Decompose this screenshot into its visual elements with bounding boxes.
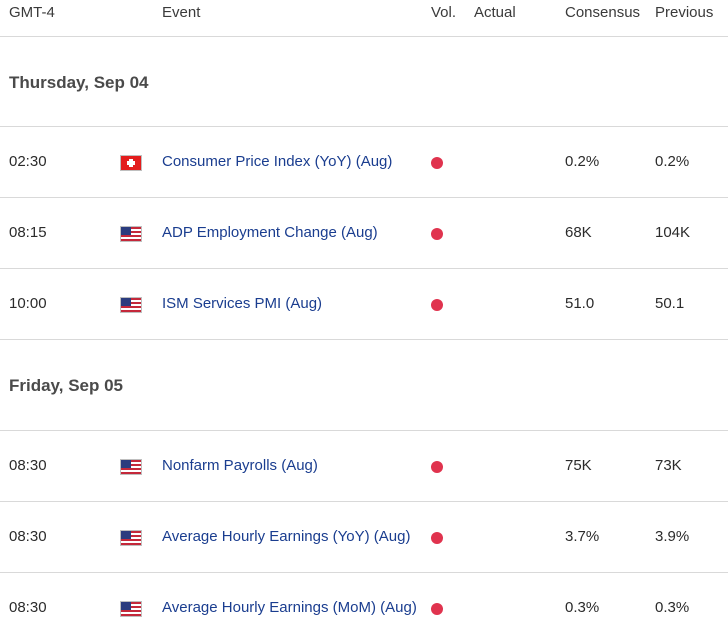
event-previous: 50.1 bbox=[655, 295, 685, 312]
us-flag-icon bbox=[120, 297, 142, 313]
event-name[interactable]: ISM Services PMI (Aug) bbox=[162, 295, 323, 312]
event-previous: 73K bbox=[655, 457, 682, 474]
event-row[interactable]: 08:30 Average Hourly Earnings (MoM) (Aug… bbox=[0, 573, 728, 643]
high-volatility-icon bbox=[431, 461, 443, 473]
event-previous: 0.3% bbox=[655, 599, 690, 616]
event-time: 02:30 bbox=[9, 153, 47, 170]
event-time: 08:15 bbox=[9, 224, 47, 241]
high-volatility-icon bbox=[431, 299, 443, 311]
event-name[interactable]: Average Hourly Earnings (MoM) (Aug) bbox=[162, 599, 417, 616]
event-row[interactable]: 08:15 ADP Employment Change (Aug) 68K 10… bbox=[0, 198, 728, 269]
day-group-header: Friday, Sep 05 bbox=[0, 340, 728, 431]
event-time: 08:30 bbox=[9, 528, 47, 545]
volatility-column-header: Vol. bbox=[431, 4, 457, 21]
event-time: 10:00 bbox=[9, 295, 47, 312]
us-flag-icon bbox=[120, 459, 142, 475]
event-time: 08:30 bbox=[9, 457, 47, 474]
event-time: 08:30 bbox=[9, 599, 47, 616]
event-row[interactable]: 08:30 Nonfarm Payrolls (Aug) 75K 73K bbox=[0, 431, 728, 502]
us-flag-icon bbox=[120, 530, 142, 546]
event-row[interactable]: 08:30 Average Hourly Earnings (YoY) (Aug… bbox=[0, 502, 728, 573]
event-consensus: 0.2% bbox=[565, 153, 600, 170]
event-consensus: 0.3% bbox=[565, 599, 600, 616]
event-previous: 0.2% bbox=[655, 153, 690, 170]
event-name[interactable]: Consumer Price Index (YoY) (Aug) bbox=[162, 153, 393, 170]
event-consensus: 68K bbox=[565, 224, 592, 241]
consensus-column-header: Consensus bbox=[565, 4, 641, 21]
timezone-header[interactable]: GMT-4 bbox=[9, 4, 55, 21]
day-label: Thursday, Sep 04 bbox=[9, 73, 149, 92]
event-previous: 104K bbox=[655, 224, 691, 241]
day-group-header: Thursday, Sep 04 bbox=[0, 37, 728, 127]
table-header: GMT-4 Event Vol. Actual Consensus Previo… bbox=[0, 0, 728, 37]
high-volatility-icon bbox=[431, 157, 443, 169]
event-previous: 3.9% bbox=[655, 528, 690, 545]
event-name[interactable]: Average Hourly Earnings (YoY) (Aug) bbox=[162, 528, 411, 545]
event-column-header: Event bbox=[162, 4, 201, 21]
event-consensus: 75K bbox=[565, 457, 592, 474]
us-flag-icon bbox=[120, 601, 142, 617]
actual-column-header: Actual bbox=[474, 4, 516, 21]
high-volatility-icon bbox=[431, 603, 443, 615]
high-volatility-icon bbox=[431, 532, 443, 544]
us-flag-icon bbox=[120, 226, 142, 242]
event-row[interactable]: 02:30 Consumer Price Index (YoY) (Aug) 0… bbox=[0, 127, 728, 198]
event-name[interactable]: ADP Employment Change (Aug) bbox=[162, 224, 378, 241]
event-consensus: 51.0 bbox=[565, 295, 595, 312]
high-volatility-icon bbox=[431, 228, 443, 240]
day-label: Friday, Sep 05 bbox=[9, 376, 124, 395]
event-name[interactable]: Nonfarm Payrolls (Aug) bbox=[162, 457, 318, 474]
previous-column-header: Previous bbox=[655, 4, 714, 21]
event-consensus: 3.7% bbox=[565, 528, 600, 545]
switzerland-flag-icon bbox=[120, 155, 142, 171]
event-row[interactable]: 10:00 ISM Services PMI (Aug) 51.0 50.1 bbox=[0, 269, 728, 340]
